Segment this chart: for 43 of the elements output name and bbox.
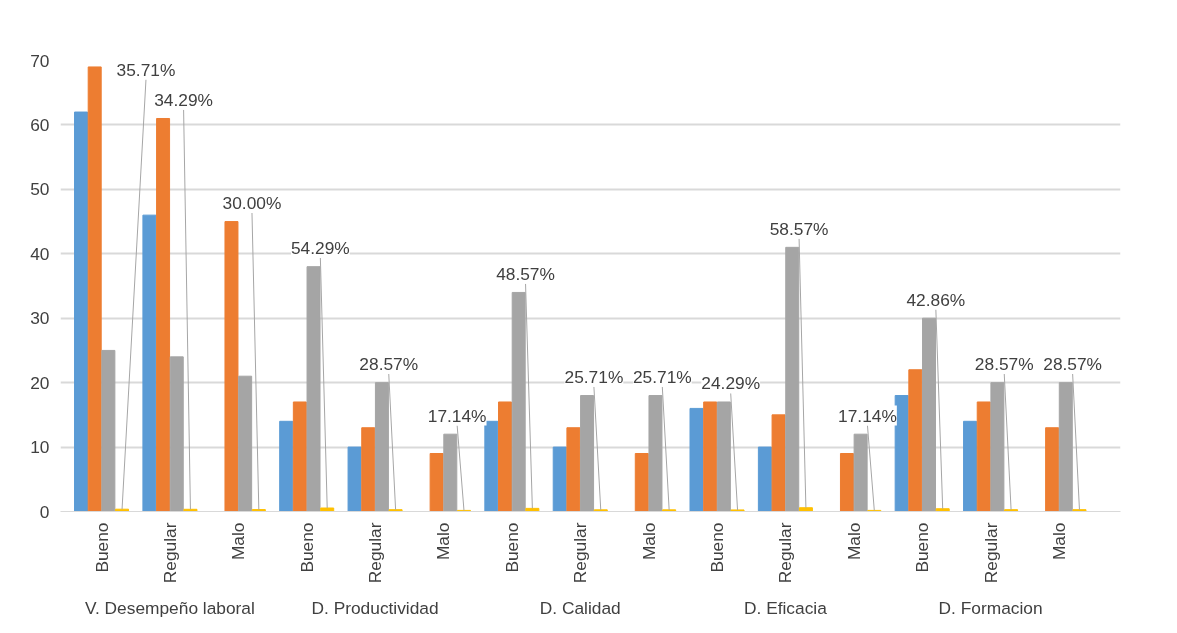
- x-tick-label: Regular: [775, 522, 796, 584]
- y-tick-label: 10: [30, 437, 50, 458]
- data-label: 58.57%: [769, 218, 829, 239]
- text: D. Calidad: [539, 597, 621, 618]
- data-label: 28.57%: [1043, 353, 1103, 374]
- y-tick-label: 40: [30, 243, 50, 264]
- x-tick-label: Bueno: [91, 522, 112, 573]
- x-tick-label: Regular: [159, 522, 180, 584]
- x-tick-label: Bueno: [912, 522, 933, 573]
- x-tick-label: Malo: [843, 522, 864, 561]
- data-label: 24.29%: [701, 373, 761, 394]
- x-tick-label: Regular: [365, 522, 386, 584]
- y-tick-label: 70: [30, 50, 50, 71]
- y-tick-label: 60: [30, 114, 50, 135]
- data-label: 17.14%: [838, 405, 897, 426]
- x-tick-label: Bueno: [707, 522, 728, 573]
- y-tick-label: 20: [30, 372, 50, 393]
- text: V. Desempeño laboral: [84, 597, 255, 618]
- x-tick-label: Malo: [638, 522, 659, 561]
- data-label: 42.86%: [906, 289, 966, 310]
- x-tick-label: Bueno: [296, 522, 317, 573]
- data-label: 28.57%: [974, 353, 1034, 374]
- data-label: 54.29%: [290, 238, 350, 258]
- x-tick-label: Malo: [228, 522, 249, 561]
- data-label: 30.00%: [222, 192, 282, 213]
- text: D. Eficacia: [744, 597, 828, 618]
- data-label: 35.71%: [116, 59, 176, 80]
- y-tick-label: 50: [30, 179, 50, 200]
- y-tick-label: 30: [30, 308, 50, 329]
- x-tick-label: Regular: [980, 522, 1001, 584]
- x-tick-label: Regular: [570, 522, 591, 584]
- text: D. Formacion: [938, 597, 1043, 618]
- data-label: 17.14%: [427, 405, 487, 426]
- data-label: 25.71%: [564, 366, 624, 387]
- data-label: 48.57%: [496, 263, 555, 284]
- text: D. Productividad: [311, 597, 439, 618]
- x-tick-label: Malo: [1048, 522, 1069, 561]
- y-tick-label: 0: [39, 501, 50, 522]
- x-tick-label: Bueno: [501, 522, 522, 573]
- data-label: 25.71%: [632, 366, 692, 387]
- data-label: 28.57%: [359, 353, 419, 374]
- x-tick-label: Malo: [433, 522, 454, 561]
- data-label: 34.29%: [154, 89, 213, 110]
